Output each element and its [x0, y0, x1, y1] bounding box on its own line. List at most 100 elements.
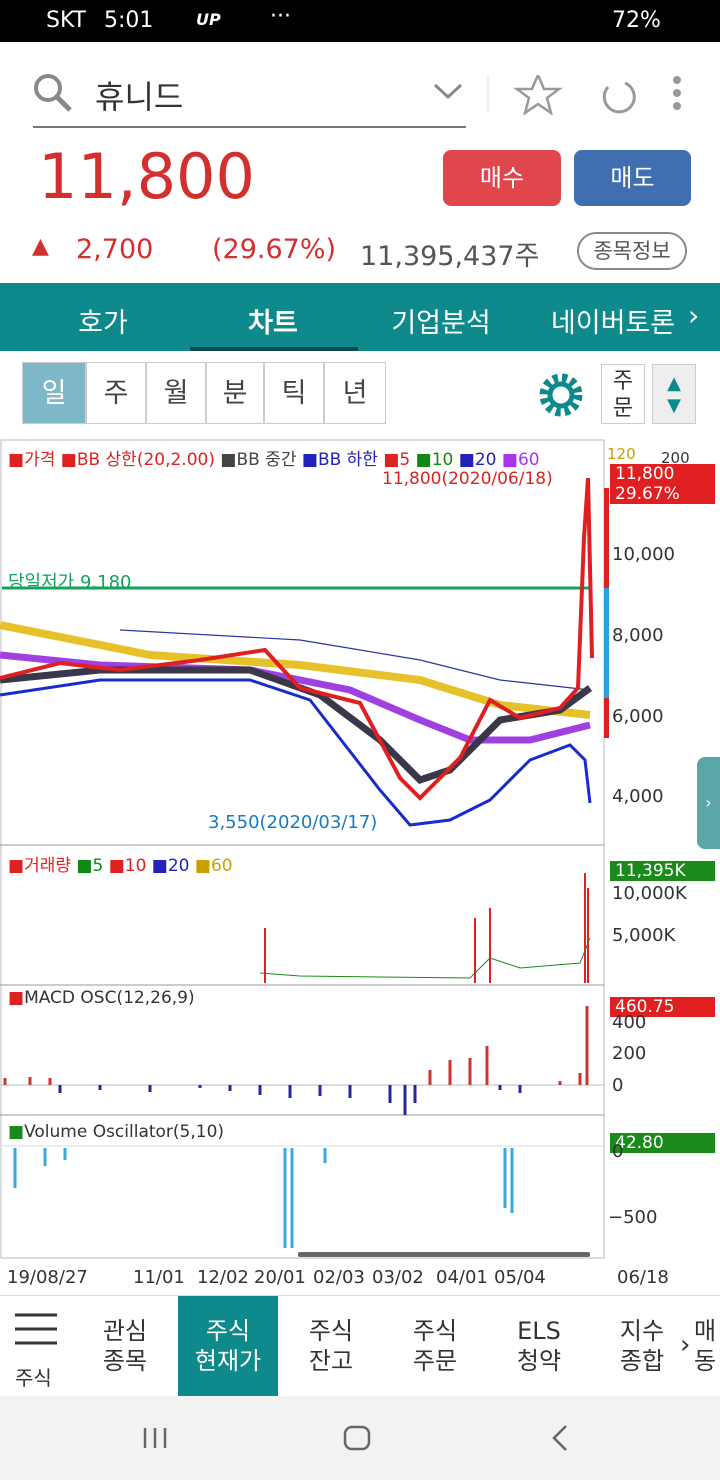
period[interactable]: 일: [22, 362, 86, 424]
text: 5: [399, 450, 411, 470]
x-label: 02/03: [313, 1267, 365, 1288]
x-label: 12/02: [197, 1267, 249, 1288]
search-query[interactable]: 휴니드: [95, 78, 184, 116]
legend-item: ■10: [415, 450, 454, 470]
macd-label: ■MACD OSC(12,26,9): [8, 988, 195, 1008]
text: 동: [694, 1347, 717, 1375]
legend-item: 거래량: [24, 856, 71, 876]
text: Volume Oscillator(5,10): [24, 1122, 225, 1142]
text: ELS: [517, 1317, 561, 1345]
high-label: 11,800(2020/06/18): [382, 469, 553, 489]
volume: 11,395,437주: [360, 241, 540, 272]
text: 종합: [619, 1347, 665, 1375]
side-handle[interactable]: ›: [697, 757, 720, 849]
axis-label: 6,000: [612, 706, 664, 727]
axis-label: 10,000K: [612, 883, 687, 904]
nav-item[interactable]: 지수 종합: [592, 1316, 692, 1376]
axis-label: 0: [612, 1141, 624, 1162]
change-pct: (29.67%): [212, 234, 337, 265]
tab[interactable]: 차트: [248, 308, 298, 339]
period[interactable]: 월: [146, 362, 206, 424]
toolbar-icons[interactable]: [430, 75, 690, 115]
scroll-button[interactable]: ▲ ▼: [652, 364, 696, 424]
carrier: SKT: [46, 8, 87, 33]
nav-item[interactable]: 주식 현재가: [178, 1296, 278, 1396]
time: 5:01: [104, 8, 154, 33]
legend-item: ■BB 하한: [301, 450, 378, 470]
nav-item[interactable]: ELS 청약: [489, 1316, 589, 1376]
axis-label: 5,000K: [612, 925, 676, 946]
tab-bar: 호가 차트 기업분석 네이버토론 ›: [0, 283, 720, 351]
axis-label: 8,000: [612, 625, 664, 646]
price-legend: ■가격 ■BB 상한(20,2.00) ■BB 중간 ■BB 하한 ■5 ■10…: [8, 445, 540, 470]
label: 문: [612, 396, 634, 421]
battery: 72%: [612, 8, 661, 33]
legend-item: 20: [167, 856, 190, 876]
text: 청약: [516, 1347, 562, 1375]
text: 주식: [412, 1317, 458, 1345]
vo-label: ■Volume Oscillator(5,10): [8, 1122, 225, 1142]
low-label: 3,550(2020/03/17): [208, 812, 378, 833]
label: 주: [612, 369, 634, 394]
text: 29.67%: [615, 484, 680, 504]
text: BB 중간: [236, 450, 297, 470]
legend-item: ■5: [383, 450, 411, 470]
buy-button[interactable]: 매수: [443, 150, 561, 206]
legend-item: 5: [92, 856, 104, 876]
status-bar: SKT 5:01 UP ··· 72%: [0, 0, 720, 42]
text: 주식: [308, 1317, 354, 1345]
x-label: 06/18: [617, 1267, 669, 1288]
axis-label: 10,000: [612, 544, 675, 565]
text: 11,800: [615, 464, 675, 484]
period[interactable]: 년: [324, 362, 386, 424]
axis-label: −500: [608, 1207, 658, 1228]
legend-item: 200: [661, 449, 690, 467]
search-icon[interactable]: [30, 70, 80, 120]
legend-item: ■BB 상한(20,2.00): [60, 450, 215, 470]
text: 관심: [102, 1317, 148, 1345]
legend-item: 120: [607, 445, 636, 463]
price: 11,800: [38, 140, 255, 213]
x-label: 11/01: [133, 1267, 185, 1288]
period[interactable]: 분: [206, 362, 264, 424]
text: 가격: [24, 450, 56, 470]
text: MACD OSC(12,26,9): [24, 988, 195, 1008]
x-label: 19/08/27: [7, 1267, 88, 1288]
text: 지수: [619, 1317, 665, 1345]
text: BB 상한(20,2.00): [76, 450, 215, 470]
text: 10: [431, 450, 454, 470]
settings-icon[interactable]: [536, 370, 586, 420]
period[interactable]: 틱: [264, 362, 324, 424]
nav-item[interactable]: 주식 주문: [385, 1316, 485, 1376]
tab[interactable]: 네이버토론: [550, 308, 676, 339]
axis-label: 0: [612, 1075, 624, 1096]
volume-tag: 11,395K: [610, 861, 715, 881]
legend-item: ■가격: [8, 450, 56, 470]
info-button[interactable]: 종목정보: [577, 232, 687, 270]
nav-item[interactable]: 주식 잔고: [281, 1316, 381, 1376]
tab[interactable]: 호가: [78, 308, 128, 339]
macd-tag: 460.75: [610, 997, 715, 1017]
period[interactable]: 주: [86, 362, 146, 424]
x-label: 03/02: [372, 1267, 424, 1288]
change: 2,700: [76, 234, 154, 265]
nav-item[interactable]: 관심 종목: [75, 1316, 175, 1376]
text: BB 하한: [317, 450, 378, 470]
legend-item: ■BB 중간: [220, 450, 297, 470]
menu[interactable]: 주식: [15, 1366, 52, 1390]
text: 20: [474, 450, 497, 470]
up-icon: UP: [196, 10, 221, 29]
tab[interactable]: 기업분석: [391, 308, 491, 339]
axis-label: 4,000: [612, 786, 664, 807]
legend-item: ■60: [501, 450, 540, 470]
x-label: 05/04: [494, 1267, 546, 1288]
text: 매: [694, 1317, 717, 1345]
sell-button[interactable]: 매도: [574, 150, 691, 206]
text: 60: [517, 450, 540, 470]
text: 주식: [205, 1317, 251, 1345]
legend-item: 10: [124, 856, 147, 876]
x-label: 04/01: [436, 1267, 488, 1288]
